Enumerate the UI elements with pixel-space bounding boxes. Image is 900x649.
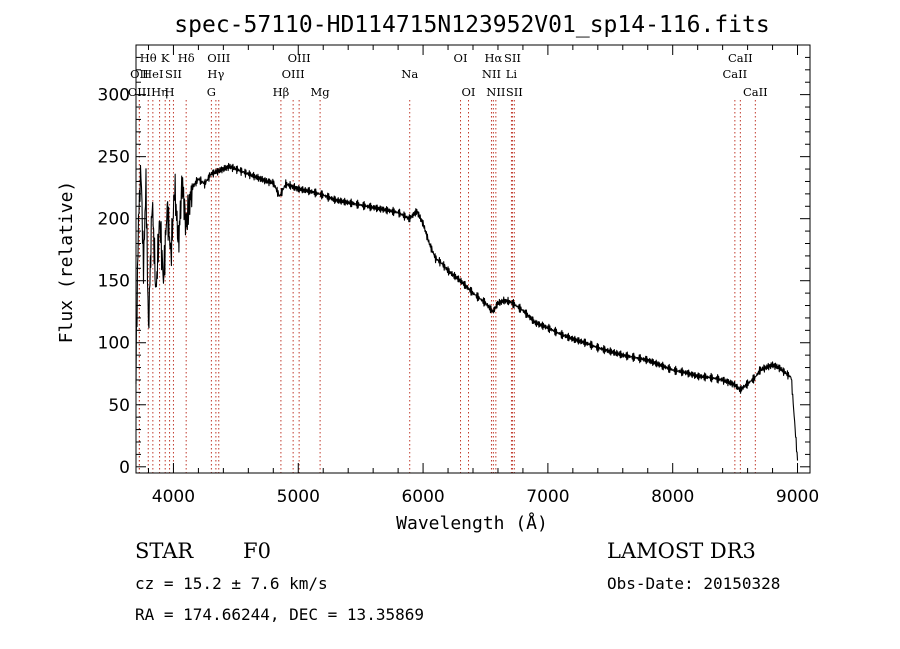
line-label-16: Na	[401, 67, 418, 81]
x-tick-label-3: 7000	[526, 487, 569, 507]
x-tick-label-1: 5000	[277, 487, 320, 507]
x-axis-label: Wavelength (Å)	[396, 512, 548, 534]
line-label-13: OIII	[288, 51, 311, 65]
line-label-21: NII	[482, 67, 501, 81]
y-tick-label-6: 300	[98, 86, 130, 106]
line-label-9: OIII	[207, 51, 230, 65]
y-tick-label-0: 0	[119, 458, 130, 478]
x-tick-label-2: 6000	[401, 487, 444, 507]
redshift-value: cz = 15.2 ± 7.6 km/s	[135, 574, 328, 593]
y-axis: 0 50 100 150 200 250 300	[98, 56, 810, 478]
chart-title: spec-57110-HD114715N123952V01_sp14-116.f…	[174, 12, 769, 38]
x-tick-label-5: 9000	[776, 487, 819, 507]
x-tick-label-0: 4000	[152, 487, 195, 507]
y-tick-label-5: 250	[98, 148, 130, 168]
line-label-22: Li	[506, 67, 518, 81]
line-label-17: OI	[454, 51, 468, 65]
object-class: STAR	[135, 539, 194, 563]
plot-frame	[135, 44, 811, 474]
line-label-15: Mg	[311, 85, 331, 99]
line-label-18: OI	[462, 85, 476, 99]
line-label-10: Hγ	[207, 67, 224, 81]
spectral-line-markers: Hθ OII OIII HeI Hη K SII H Hδ OIII Hγ G Hβ OIII OIII Mg…	[128, 51, 768, 473]
line-label-26: CaII	[722, 67, 747, 81]
y-tick-label-3: 150	[98, 272, 130, 292]
obs-date: Obs-Date: 20150328	[607, 574, 780, 593]
line-label-27: CaII	[743, 85, 768, 99]
x-axis: 4000 5000 6000 7000 8000 9000	[147, 45, 819, 507]
line-label-20: SII	[504, 51, 521, 65]
line-label-0: Hθ	[140, 51, 157, 65]
series-layer	[135, 162, 799, 461]
line-label-24: SII	[506, 85, 523, 99]
line-label-6: SII	[165, 67, 182, 81]
x-tick-label-4: 8000	[651, 487, 694, 507]
line-label-7: H	[165, 85, 175, 99]
line-label-19: Hα	[484, 51, 502, 65]
survey-name: LAMOST DR3	[607, 539, 756, 563]
line-label-8: Hδ	[178, 51, 195, 65]
y-tick-label-2: 100	[98, 334, 130, 354]
y-tick-label-1: 50	[108, 396, 130, 416]
y-axis-label: Flux (relative)	[56, 181, 77, 344]
line-label-5: K	[161, 51, 170, 65]
line-label-14: OIII	[282, 67, 305, 81]
series-line-flux	[135, 162, 799, 461]
line-label-12: Hβ	[273, 85, 290, 99]
object-subclass: F0	[243, 539, 271, 563]
line-label-4: Hη	[151, 85, 168, 99]
coordinates: RA = 174.66244, DEC = 13.35869	[135, 605, 424, 624]
line-label-25: CaII	[728, 51, 753, 65]
line-label-1: OII	[130, 67, 149, 81]
line-label-11: G	[207, 85, 216, 99]
line-label-2: OIII	[128, 85, 151, 99]
y-tick-label-4: 200	[98, 210, 130, 230]
line-label-23: NII	[486, 85, 505, 99]
line-label-3: HeI	[142, 67, 163, 81]
